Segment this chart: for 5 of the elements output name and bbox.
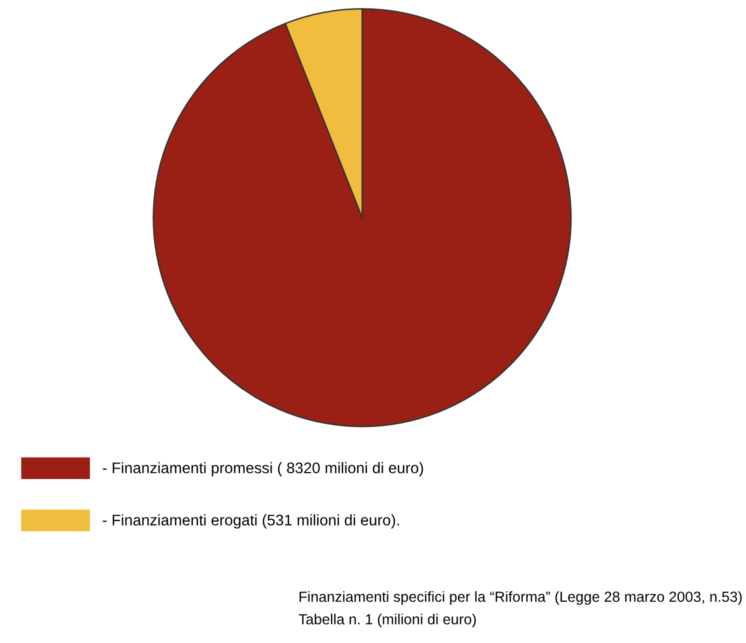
pie-slice — [152, 8, 572, 428]
legend-label: - Finanziamenti erogati (531 milioni di euro). — [102, 514, 399, 528]
legend-label: - Finanziamenti promessi ( 8320 milioni di euro) — [102, 462, 424, 476]
text: Finanziamenti specifici per la “Riforma” (Legge 28 marzo 2003, n.53) — [300, 591, 742, 605]
text: Tabella n. 1 (milioni di euro) — [298, 614, 476, 628]
